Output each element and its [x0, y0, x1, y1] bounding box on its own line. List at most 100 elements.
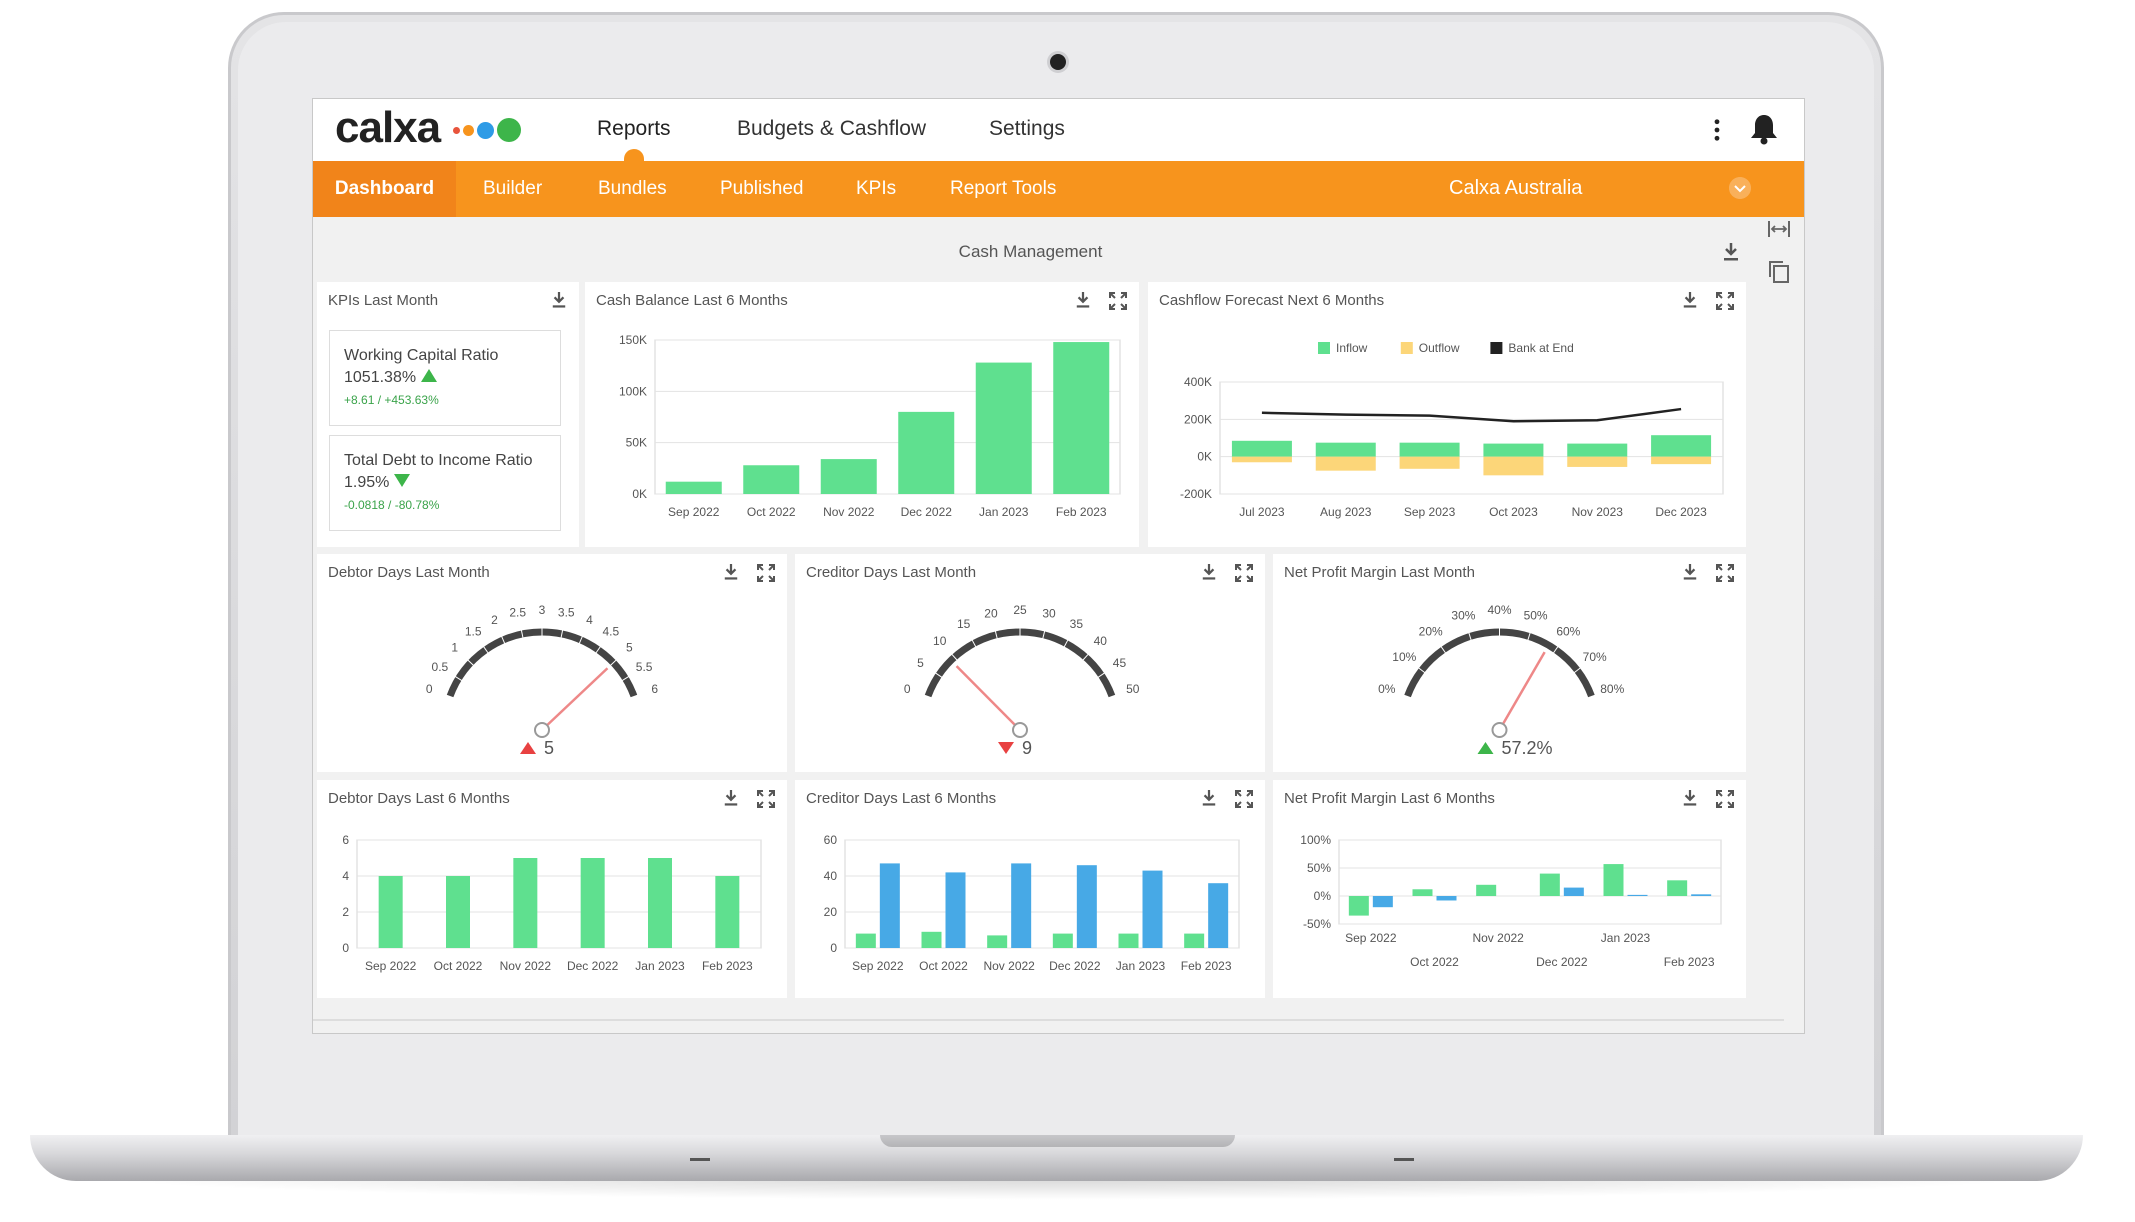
x-tick-label: Nov 2022	[1472, 931, 1524, 945]
kpi-card-working-capital[interactable]: Working Capital Ratio 1051.38% +8.61 / +…	[329, 330, 561, 426]
tab-dashboard[interactable]: Dashboard	[313, 161, 456, 217]
gauge-tick	[578, 636, 583, 644]
gauge-tick-label: 0	[904, 682, 911, 696]
gauge-tick-label: 25	[1013, 603, 1027, 617]
gauge-tick	[610, 659, 617, 666]
bar	[1315, 442, 1376, 457]
download-icon[interactable]	[1682, 290, 1698, 310]
kpi-card-debt-income[interactable]: Total Debt to Income Ratio 1.95% -0.0818…	[329, 435, 561, 531]
gauge-value: 57.2%	[1502, 738, 1553, 758]
fullscreen-icon[interactable]	[1109, 292, 1127, 310]
bell-icon[interactable]	[1749, 113, 1779, 145]
fullscreen-icon[interactable]	[1235, 564, 1253, 582]
nav-budgets-cashflow[interactable]: Budgets & Cashflow	[737, 117, 927, 140]
bar	[855, 933, 876, 948]
company-selector[interactable]: Calxa Australia	[1449, 177, 1583, 199]
gauge-arc	[924, 628, 1116, 698]
bar	[1011, 863, 1032, 948]
bar	[1348, 896, 1369, 916]
copy-icon[interactable]	[1767, 259, 1791, 285]
download-icon[interactable]	[723, 562, 739, 582]
gauge-tick-label: 10	[933, 634, 947, 648]
horizontal-scrollbar[interactable]	[313, 1019, 1784, 1021]
panel-title: Debtor Days Last Month	[328, 564, 490, 581]
download-icon[interactable]	[1722, 242, 1740, 262]
tab-report-tools[interactable]: Report Tools	[950, 178, 1057, 199]
trend-up-icon	[1477, 742, 1494, 754]
gauge-tick-label: 60%	[1556, 625, 1580, 639]
gauge-tick	[1063, 639, 1069, 648]
gauge-tick	[520, 630, 524, 639]
bar	[1603, 864, 1624, 896]
fullscreen-icon[interactable]	[1716, 564, 1734, 582]
gauge-tick-label: 4	[586, 613, 593, 627]
download-icon[interactable]	[1682, 562, 1698, 582]
chevron-down-icon[interactable]	[1729, 177, 1751, 199]
fullscreen-icon[interactable]	[1716, 790, 1734, 808]
gauge-tick	[1573, 667, 1581, 674]
download-icon[interactable]	[551, 290, 567, 310]
panel-title: Net Profit Margin Last 6 Months	[1284, 790, 1495, 807]
nav-settings[interactable]: Settings	[989, 117, 1065, 140]
y-tick-label: 200K	[1184, 412, 1212, 426]
gauge-tick-label: 3	[539, 603, 546, 617]
more-vertical-icon[interactable]	[1714, 115, 1720, 145]
x-tick-label: Jan 2023	[635, 959, 685, 973]
tab-builder[interactable]: Builder	[483, 178, 543, 199]
bar	[513, 858, 538, 948]
nav-reports[interactable]: Reports	[597, 117, 671, 140]
download-icon[interactable]	[1201, 788, 1217, 808]
kpi-value-text: 1.95%	[344, 474, 390, 491]
fullscreen-icon[interactable]	[757, 564, 775, 582]
kpi-name: Working Capital Ratio	[344, 347, 499, 364]
fullscreen-icon[interactable]	[757, 790, 775, 808]
x-tick-label: Feb 2023	[1181, 959, 1232, 973]
x-tick-label: Sep 2022	[1345, 931, 1397, 945]
gauge-tick	[1097, 672, 1105, 678]
gauge-tick-label: 50	[1126, 682, 1140, 696]
x-tick-label: Dec 2022	[567, 959, 619, 973]
download-icon[interactable]	[1075, 290, 1091, 310]
cashflow-forecast-panel: Cashflow Forecast Next 6 Months -200K 0K 2…	[1148, 282, 1746, 547]
gauge-tick	[951, 653, 958, 661]
bar	[1563, 887, 1584, 896]
sub-nav-bar: Dashboard Builder Bundles Published KPIs…	[313, 161, 1804, 217]
debtor_6m-chart: 0 2 4 6 Sep 2022 Oct 2022 Nov 2022 Dec 2022 Jan …	[342, 833, 762, 973]
gauge-arc	[1404, 628, 1595, 698]
tab-kpis[interactable]: KPIs	[856, 178, 897, 199]
gauge-tick-label: 5	[917, 656, 924, 670]
npm_gauge-gauge: 0% 10%20% 30% 40% 50% 60%70% 80% 57.2%	[1378, 603, 1625, 758]
x-tick-label: Oct 2022	[747, 505, 796, 519]
download-icon[interactable]	[1201, 562, 1217, 582]
panel-title: Cash Balance Last 6 Months	[596, 292, 788, 309]
kpi-value: 1.95%	[344, 474, 410, 492]
tab-bundles[interactable]: Bundles	[598, 178, 667, 199]
x-tick-label: Jan 2023	[1116, 959, 1166, 973]
gauge-tick-label: 40	[1094, 634, 1108, 648]
gauge-hub	[1012, 722, 1028, 738]
y-tick-label: 400K	[1184, 375, 1212, 389]
calxa-logo[interactable]: calxa	[335, 103, 441, 152]
x-tick-label: Oct 2022	[434, 959, 483, 973]
expand-width-icon[interactable]	[1767, 219, 1791, 239]
panel-title: KPIs Last Month	[328, 292, 439, 309]
laptop-notch	[880, 1135, 1235, 1147]
gauge-tick	[445, 694, 454, 699]
y-tick-label: 6	[342, 833, 349, 847]
x-tick-label: Nov 2022	[823, 505, 875, 519]
series-line	[1261, 407, 1682, 423]
plot-area	[654, 339, 1121, 495]
bar	[1667, 880, 1688, 896]
legend-swatch	[1490, 342, 1503, 354]
fullscreen-icon[interactable]	[1716, 292, 1734, 310]
download-icon[interactable]	[1682, 788, 1698, 808]
bar	[378, 876, 403, 948]
tab-published[interactable]: Published	[720, 178, 804, 199]
fullscreen-icon[interactable]	[1235, 790, 1253, 808]
gauge-tick	[630, 694, 639, 699]
bar	[1483, 456, 1544, 476]
creditor_gauge-gauge: 05 10 15 20 25 30 35 40 45 50 9	[904, 603, 1140, 758]
download-icon[interactable]	[723, 788, 739, 808]
y-tick-label: -200K	[1180, 487, 1212, 501]
gauge-hub	[1491, 722, 1508, 738]
